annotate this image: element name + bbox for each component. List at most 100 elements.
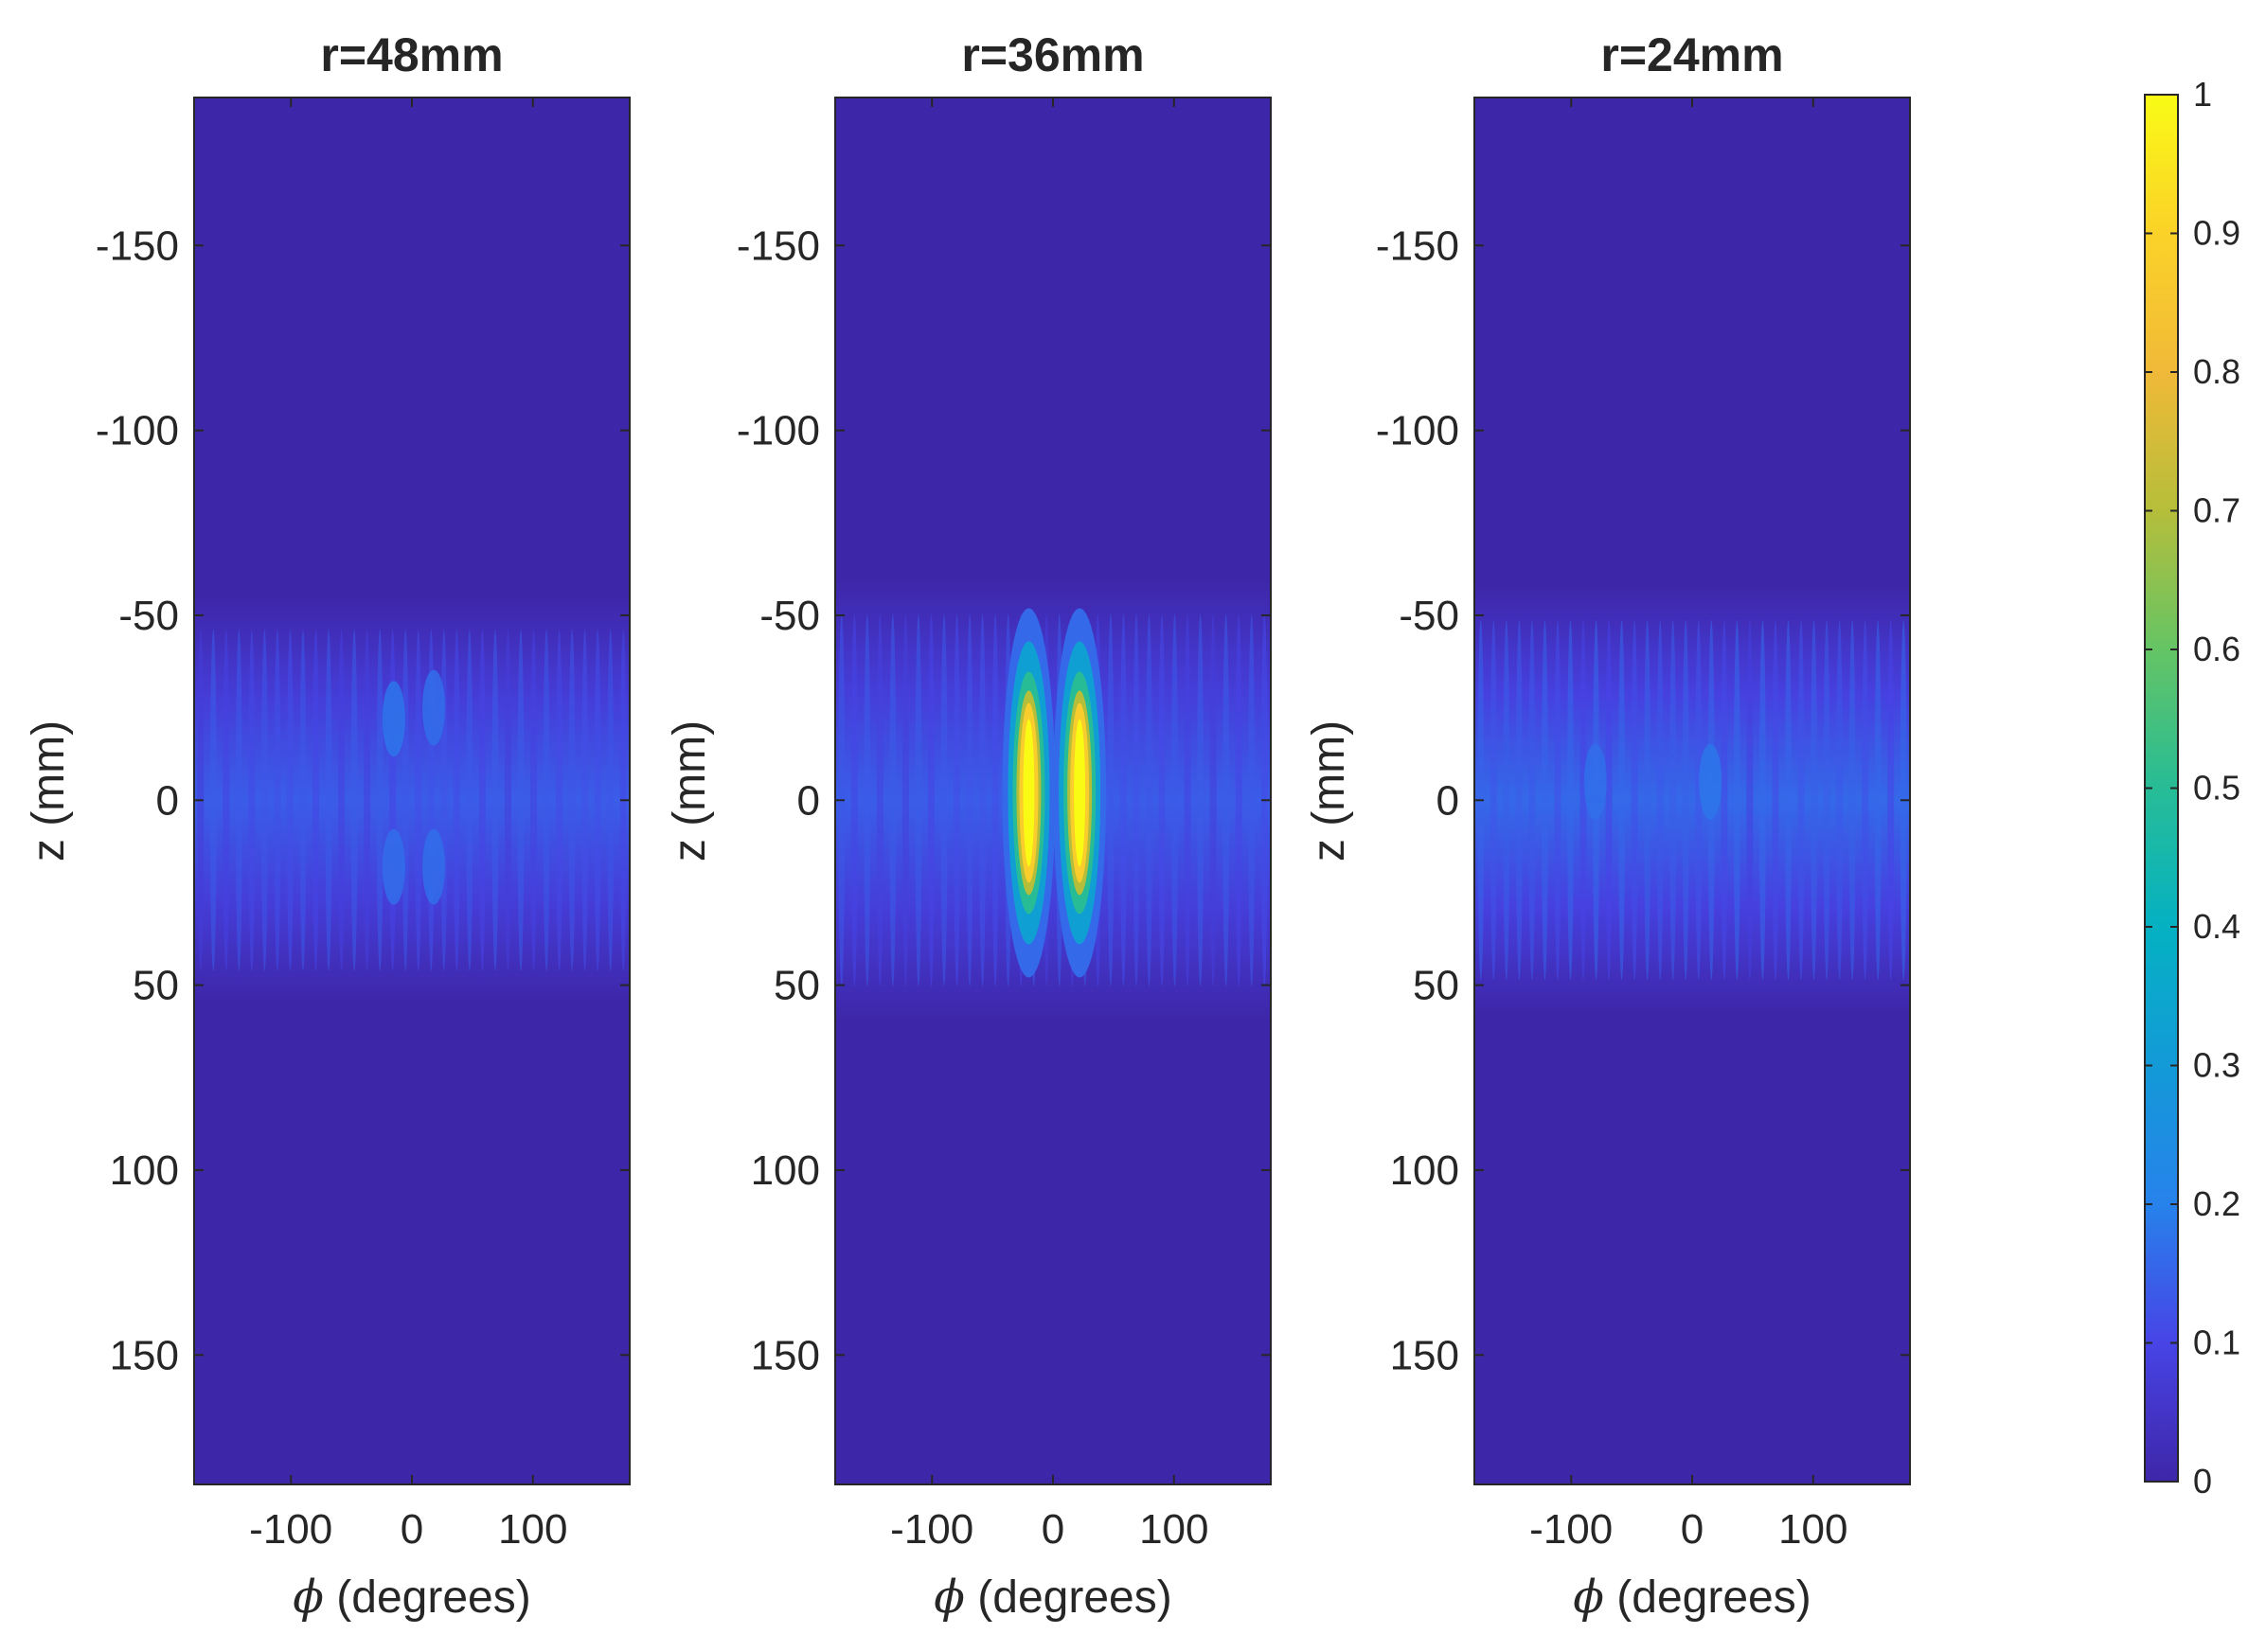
- streak: [979, 613, 987, 987]
- y-tick-label: -100: [1376, 408, 1459, 454]
- y-tick-label: 100: [110, 1147, 179, 1194]
- streak: [607, 629, 615, 971]
- streak: [1222, 613, 1230, 987]
- streak: [1746, 619, 1754, 981]
- heatmap-field: [835, 577, 1271, 1022]
- peak-mark: [1074, 719, 1086, 867]
- streak: [1133, 613, 1140, 987]
- peak-mark: [1583, 743, 1607, 820]
- heatmap-panels: -150 -100 -50 0 50 100 150 -100 0 100 r=48mm ϕ (deg…: [24, 28, 1911, 1624]
- intensity-band: [1474, 585, 1910, 1015]
- streak: [350, 629, 358, 971]
- colorbar-tick-label: 0.2: [2193, 1184, 2240, 1223]
- streak: [453, 629, 460, 971]
- y-tick-label: -150: [1376, 222, 1459, 269]
- streak: [1171, 613, 1179, 987]
- streak: [1235, 613, 1242, 987]
- y-tick-label: 150: [1390, 1332, 1459, 1378]
- streak: [1848, 619, 1856, 981]
- streak: [517, 629, 525, 971]
- streak: [376, 629, 384, 971]
- streak: [1554, 619, 1561, 981]
- streak: [1836, 619, 1844, 981]
- streak: [1119, 613, 1127, 987]
- colorbar-tick-label: 0.1: [2193, 1323, 2240, 1362]
- y-axis-label: z (mm): [1304, 720, 1354, 862]
- intensity-band: [194, 596, 630, 1004]
- streak: [1682, 619, 1689, 981]
- streak: [1669, 619, 1677, 981]
- y-tick-label: 50: [133, 963, 179, 1009]
- streak: [1107, 613, 1115, 987]
- y-tick-label: 50: [774, 963, 820, 1009]
- streak: [915, 613, 922, 987]
- x-tick-label: 100: [498, 1506, 567, 1553]
- streak: [1797, 619, 1805, 981]
- y-tick-label: -50: [1399, 593, 1459, 639]
- streak: [312, 629, 320, 971]
- streak: [1248, 613, 1256, 987]
- x-tick-label: 0: [401, 1506, 423, 1553]
- x-axis-label-text: (degrees): [965, 1572, 1172, 1623]
- streak: [223, 629, 230, 971]
- colorbar-tick-label: 0: [2193, 1462, 2212, 1501]
- x-axis-label: ϕ (degrees): [1573, 1571, 1811, 1624]
- x-tick-label: -100: [890, 1506, 973, 1553]
- phi-symbol: ϕ: [934, 1571, 965, 1624]
- streak: [850, 613, 858, 987]
- peak-mark: [1023, 719, 1035, 867]
- streak: [389, 629, 397, 971]
- streak: [1579, 619, 1587, 981]
- streak: [1541, 619, 1548, 981]
- streak: [991, 613, 999, 987]
- streak: [901, 613, 909, 987]
- streak: [491, 629, 499, 971]
- streak: [504, 629, 511, 971]
- y-tick-label: 0: [156, 777, 179, 824]
- streak: [1490, 619, 1497, 981]
- streak: [1209, 613, 1217, 987]
- streak: [1503, 619, 1510, 981]
- panel-3: -150 -100 -50 0 50 100 150 -100 0 100 r=24mm ϕ (deg…: [1304, 28, 1911, 1624]
- streak: [1758, 619, 1766, 981]
- x-tick-label: 0: [1681, 1506, 1704, 1553]
- colorbar-tick-label: 0.3: [2193, 1046, 2240, 1085]
- streak: [1656, 619, 1664, 981]
- streak: [415, 629, 422, 971]
- y-tick-label: -100: [737, 408, 820, 454]
- x-tick-label: 100: [1139, 1506, 1208, 1553]
- streak: [864, 613, 871, 987]
- phi-symbol: ϕ: [1573, 1571, 1604, 1624]
- streak: [325, 629, 332, 971]
- streak: [478, 629, 486, 971]
- streak: [876, 613, 883, 987]
- y-tick-label: -50: [118, 593, 179, 639]
- streak: [1695, 619, 1703, 981]
- streak: [1823, 619, 1830, 981]
- panel-title: r=48mm: [320, 28, 503, 81]
- streak: [235, 629, 242, 971]
- panel-title: r=24mm: [1600, 28, 1783, 81]
- streak: [1528, 619, 1536, 981]
- y-tick-label: -150: [737, 222, 820, 269]
- streak: [1811, 619, 1818, 981]
- streak: [1631, 619, 1638, 981]
- streak: [889, 613, 897, 987]
- colorbar-tick-label: 0.5: [2193, 769, 2240, 808]
- panel-title: r=36mm: [961, 28, 1144, 81]
- streak: [927, 613, 935, 987]
- streak: [940, 613, 948, 987]
- colorbar-tick-label: 0.8: [2193, 352, 2240, 391]
- x-axis-label-text: (degrees): [1604, 1572, 1811, 1623]
- streak: [1862, 619, 1869, 981]
- y-tick-label: 0: [797, 777, 820, 824]
- streak: [1197, 613, 1204, 987]
- streak: [286, 629, 294, 971]
- phi-symbol: ϕ: [293, 1571, 324, 1624]
- peak-mark: [422, 669, 445, 746]
- y-axis-label: z (mm): [665, 720, 715, 862]
- peak-mark: [422, 828, 445, 905]
- colorbar-tick-label: 1: [2193, 75, 2212, 114]
- heatmap-field: [194, 596, 630, 1004]
- x-axis-label: ϕ (degrees): [934, 1571, 1171, 1624]
